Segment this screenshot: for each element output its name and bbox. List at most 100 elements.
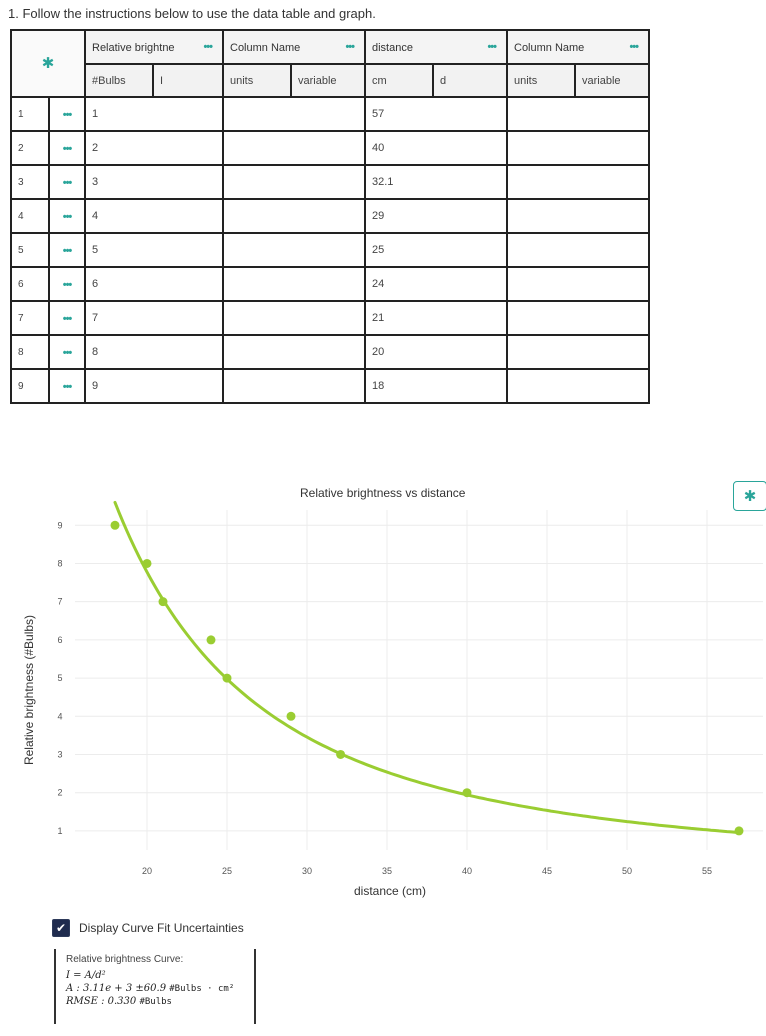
row-index: 2 [10,130,50,166]
cell[interactable] [506,198,650,234]
variable-field[interactable]: variable [574,63,650,98]
data-point [462,788,472,798]
row-menu-button[interactable]: ••• [48,232,86,268]
cell[interactable]: 29 [364,198,508,234]
cell[interactable]: 3 [84,164,224,200]
cell[interactable] [222,198,366,234]
row-menu-button[interactable]: ••• [48,130,86,166]
data-point [142,558,152,568]
graph-settings-button[interactable]: ✱ [733,481,766,511]
column-name[interactable]: distance [372,42,413,54]
row-menu-icon: ••• [62,279,73,291]
column-name[interactable]: Column Name [514,42,585,54]
data-point [222,673,232,683]
cell[interactable] [222,334,366,370]
x-tick-label: 20 [142,866,152,876]
table-row: 7 ••• 7 21 [10,300,650,336]
column-header-1[interactable]: Relative brightne ••• [84,29,224,65]
cell[interactable]: 5 [84,232,224,268]
y-tick-label: 1 [57,826,62,836]
row-menu-button[interactable]: ••• [48,164,86,200]
cell[interactable] [506,334,650,370]
row-menu-button[interactable]: ••• [48,300,86,336]
gear-icon: ✱ [41,55,55,72]
y-tick-label: 3 [57,749,62,759]
fit-parameter-units: #Bulbs · cm² [169,984,235,994]
table-row: 8 ••• 8 20 [10,334,650,370]
row-menu-button[interactable]: ••• [48,198,86,234]
cell[interactable]: 7 [84,300,224,336]
column-name[interactable]: Relative brightne [92,42,175,54]
row-menu-button[interactable]: ••• [48,266,86,302]
cell[interactable] [222,300,366,336]
units-field[interactable]: units [506,63,576,98]
cell[interactable] [506,266,650,302]
units-field[interactable]: units [222,63,292,98]
table-row: 1 ••• 1 57 [10,96,650,132]
row-index: 5 [10,232,50,268]
curve-fit-panel: Relative brightness Curve: I = A/d² A : … [54,949,256,1024]
cell[interactable]: 25 [364,232,508,268]
cell[interactable]: 6 [84,266,224,302]
cell[interactable] [506,368,650,404]
chart-title: Relative brightness vs distance [300,486,466,500]
cell[interactable] [506,164,650,200]
fit-equation: I = A/d² [66,970,106,981]
cell[interactable]: 18 [364,368,508,404]
cell[interactable]: 40 [364,130,508,166]
data-point [336,749,346,759]
y-tick-label: 4 [57,711,62,721]
row-menu-button[interactable]: ••• [48,334,86,370]
column-header-2[interactable]: Column Name ••• [222,29,366,65]
column-menu-icon[interactable]: ••• [345,41,355,53]
cell[interactable]: 1 [84,96,224,132]
cell[interactable] [222,164,366,200]
cell[interactable] [506,130,650,166]
data-point [734,826,744,836]
units-field[interactable]: #Bulbs [84,63,154,98]
units-field[interactable]: cm [364,63,434,98]
cell[interactable] [222,232,366,268]
row-menu-icon: ••• [62,245,73,257]
checkmark-icon[interactable]: ✔ [52,919,70,937]
cell[interactable] [222,96,366,132]
cell[interactable] [222,130,366,166]
cell[interactable]: 21 [364,300,508,336]
cell[interactable]: 24 [364,266,508,302]
checkbox-label[interactable]: Display Curve Fit Uncertainties [79,921,244,935]
cell[interactable]: 57 [364,96,508,132]
x-tick-label: 50 [622,866,632,876]
row-index: 4 [10,198,50,234]
column-menu-icon[interactable]: ••• [487,41,497,53]
column-header-3[interactable]: distance ••• [364,29,508,65]
column-header-4[interactable]: Column Name ••• [506,29,650,65]
table-row: 3 ••• 3 32.1 [10,164,650,200]
cell[interactable]: 9 [84,368,224,404]
instructions-text: 1. Follow the instructions below to use … [8,6,376,21]
row-menu-icon: ••• [62,211,73,223]
table-settings-button[interactable]: ✱ [10,29,86,98]
cell[interactable]: 2 [84,130,224,166]
cell[interactable] [506,300,650,336]
fit-rmse-value: RMSE : 0.330 [66,996,137,1007]
cell[interactable] [506,96,650,132]
cell[interactable] [222,266,366,302]
cell[interactable] [222,368,366,404]
column-name[interactable]: Column Name [230,42,301,54]
cell[interactable]: 8 [84,334,224,370]
column-menu-icon[interactable]: ••• [203,41,213,53]
row-menu-icon: ••• [62,177,73,189]
variable-field[interactable]: variable [290,63,366,98]
variable-field[interactable]: I [152,63,224,98]
cell[interactable]: 4 [84,198,224,234]
cell[interactable] [506,232,650,268]
data-point [206,635,216,645]
variable-field[interactable]: d [432,63,508,98]
cell[interactable]: 32.1 [364,164,508,200]
row-menu-button[interactable]: ••• [48,96,86,132]
uncertainty-checkbox-row[interactable]: ✔ Display Curve Fit Uncertainties [52,919,244,937]
row-menu-button[interactable]: ••• [48,368,86,404]
column-menu-icon[interactable]: ••• [629,41,639,53]
cell[interactable]: 20 [364,334,508,370]
